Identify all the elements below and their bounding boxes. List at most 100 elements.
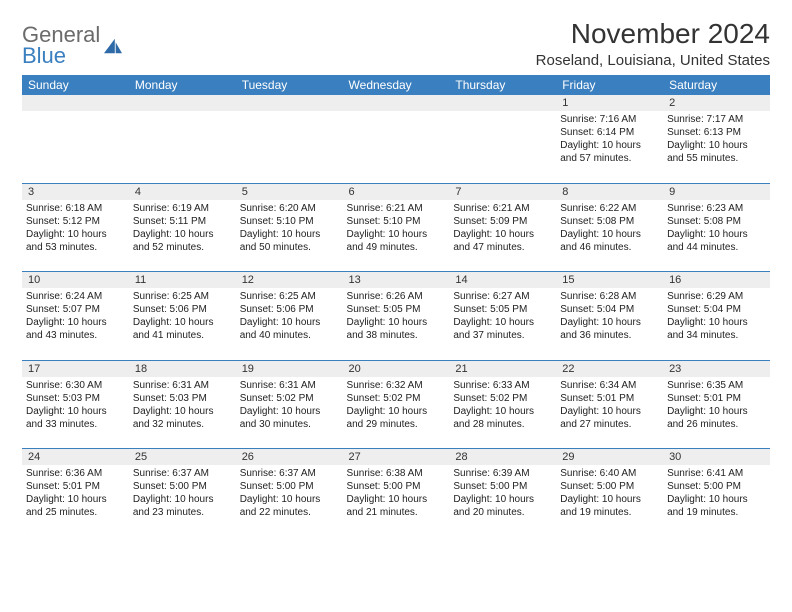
daylight-text: Daylight: 10 hours and 22 minutes. — [240, 493, 339, 519]
sunset-text: Sunset: 5:10 PM — [347, 215, 446, 228]
day-cell: 4Sunrise: 6:19 AMSunset: 5:11 PMDaylight… — [129, 184, 236, 272]
day-cell: 6Sunrise: 6:21 AMSunset: 5:10 PMDaylight… — [343, 184, 450, 272]
day-number — [236, 95, 343, 111]
sunset-text: Sunset: 5:09 PM — [453, 215, 552, 228]
day-cell: 9 Sunrise: 6:23 AMSunset: 5:08 PMDaylight… — [663, 184, 770, 272]
day-cell: 7Sunrise: 6:21 AMSunset: 5:09 PMDaylight… — [449, 184, 556, 272]
week-row: 17Sunrise: 6:30 AMSunset: 5:03 PMDayligh… — [22, 361, 770, 449]
day-cell: 21Sunrise: 6:33 AMSunset: 5:02 PMDayligh… — [449, 361, 556, 449]
calendar-page: General Blue November 2024 Roseland, Lou… — [0, 0, 792, 555]
dayname-sun: Sunday — [22, 75, 129, 95]
day-cell: 14Sunrise: 6:27 AMSunset: 5:05 PMDayligh… — [449, 272, 556, 360]
day-number — [129, 95, 236, 111]
day-number: 2 — [663, 95, 770, 111]
day-cell — [22, 95, 129, 183]
day-number: 4 — [129, 184, 236, 200]
sunrise-text: Sunrise: 6:26 AM — [347, 290, 446, 303]
day-number: 8 — [556, 184, 663, 200]
dayname-tue: Tuesday — [236, 75, 343, 95]
month-title: November 2024 — [536, 18, 770, 50]
sunset-text: Sunset: 5:06 PM — [240, 303, 339, 316]
day-number: 22 — [556, 361, 663, 377]
day-number: 1 — [556, 95, 663, 111]
sunrise-text: Sunrise: 6:21 AM — [347, 202, 446, 215]
dayname-row: Sunday Monday Tuesday Wednesday Thursday… — [22, 75, 770, 95]
dayname-thu: Thursday — [449, 75, 556, 95]
day-cell: 17Sunrise: 6:30 AMSunset: 5:03 PMDayligh… — [22, 361, 129, 449]
sunset-text: Sunset: 5:01 PM — [560, 392, 659, 405]
day-number: 11 — [129, 272, 236, 288]
daylight-text: Daylight: 10 hours and 23 minutes. — [133, 493, 232, 519]
sunrise-text: Sunrise: 6:36 AM — [26, 467, 125, 480]
day-number: 5 — [236, 184, 343, 200]
day-cell: 15Sunrise: 6:28 AMSunset: 5:04 PMDayligh… — [556, 272, 663, 360]
title-block: November 2024 Roseland, Louisiana, Unite… — [536, 18, 770, 69]
sunset-text: Sunset: 5:02 PM — [240, 392, 339, 405]
sail-icon — [102, 37, 124, 55]
day-number: 13 — [343, 272, 450, 288]
sunset-text: Sunset: 5:03 PM — [26, 392, 125, 405]
sunset-text: Sunset: 5:04 PM — [560, 303, 659, 316]
day-cell: 11Sunrise: 6:25 AMSunset: 5:06 PMDayligh… — [129, 272, 236, 360]
sunset-text: Sunset: 5:01 PM — [26, 480, 125, 493]
day-cell: 27Sunrise: 6:38 AMSunset: 5:00 PMDayligh… — [343, 449, 450, 537]
daylight-text: Daylight: 10 hours and 30 minutes. — [240, 405, 339, 431]
sunset-text: Sunset: 6:13 PM — [667, 126, 766, 139]
day-cell: 29Sunrise: 6:40 AMSunset: 5:00 PMDayligh… — [556, 449, 663, 537]
sunset-text: Sunset: 5:02 PM — [453, 392, 552, 405]
sunset-text: Sunset: 5:00 PM — [560, 480, 659, 493]
sunrise-text: Sunrise: 6:22 AM — [560, 202, 659, 215]
sunrise-text: Sunrise: 6:27 AM — [453, 290, 552, 303]
day-cell: 23Sunrise: 6:35 AMSunset: 5:01 PMDayligh… — [663, 361, 770, 449]
sunset-text: Sunset: 5:02 PM — [347, 392, 446, 405]
sunset-text: Sunset: 6:14 PM — [560, 126, 659, 139]
sunrise-text: Sunrise: 6:28 AM — [560, 290, 659, 303]
week-row: 24Sunrise: 6:36 AMSunset: 5:01 PMDayligh… — [22, 449, 770, 537]
day-cell: 8Sunrise: 6:22 AMSunset: 5:08 PMDaylight… — [556, 184, 663, 272]
week-row: 1Sunrise: 7:16 AMSunset: 6:14 PMDaylight… — [22, 95, 770, 183]
sunrise-text: Sunrise: 6:41 AM — [667, 467, 766, 480]
daylight-text: Daylight: 10 hours and 53 minutes. — [26, 228, 125, 254]
sunrise-text: Sunrise: 6:23 AM — [667, 202, 766, 215]
day-number: 15 — [556, 272, 663, 288]
daylight-text: Daylight: 10 hours and 40 minutes. — [240, 316, 339, 342]
day-number: 16 — [663, 272, 770, 288]
sunrise-text: Sunrise: 7:17 AM — [667, 113, 766, 126]
sunrise-text: Sunrise: 6:24 AM — [26, 290, 125, 303]
sunset-text: Sunset: 5:05 PM — [453, 303, 552, 316]
day-number: 9 — [663, 184, 770, 200]
sunset-text: Sunset: 5:12 PM — [26, 215, 125, 228]
brand-logo: General Blue — [22, 18, 124, 67]
day-cell: 5Sunrise: 6:20 AMSunset: 5:10 PMDaylight… — [236, 184, 343, 272]
day-cell — [129, 95, 236, 183]
day-number: 17 — [22, 361, 129, 377]
sunrise-text: Sunrise: 6:37 AM — [240, 467, 339, 480]
day-cell — [449, 95, 556, 183]
sunset-text: Sunset: 5:10 PM — [240, 215, 339, 228]
day-cell: 19Sunrise: 6:31 AMSunset: 5:02 PMDayligh… — [236, 361, 343, 449]
daylight-text: Daylight: 10 hours and 44 minutes. — [667, 228, 766, 254]
sunrise-text: Sunrise: 6:35 AM — [667, 379, 766, 392]
day-cell: 20Sunrise: 6:32 AMSunset: 5:02 PMDayligh… — [343, 361, 450, 449]
daylight-text: Daylight: 10 hours and 49 minutes. — [347, 228, 446, 254]
daylight-text: Daylight: 10 hours and 29 minutes. — [347, 405, 446, 431]
day-cell: 28Sunrise: 6:39 AMSunset: 5:00 PMDayligh… — [449, 449, 556, 537]
sunrise-text: Sunrise: 6:19 AM — [133, 202, 232, 215]
week-row: 3Sunrise: 6:18 AMSunset: 5:12 PMDaylight… — [22, 184, 770, 272]
sunrise-text: Sunrise: 6:18 AM — [26, 202, 125, 215]
daylight-text: Daylight: 10 hours and 34 minutes. — [667, 316, 766, 342]
day-number — [343, 95, 450, 111]
sunset-text: Sunset: 5:06 PM — [133, 303, 232, 316]
day-number — [22, 95, 129, 111]
dayname-sat: Saturday — [663, 75, 770, 95]
day-cell: 3Sunrise: 6:18 AMSunset: 5:12 PMDaylight… — [22, 184, 129, 272]
sunset-text: Sunset: 5:08 PM — [667, 215, 766, 228]
day-cell: 10Sunrise: 6:24 AMSunset: 5:07 PMDayligh… — [22, 272, 129, 360]
daylight-text: Daylight: 10 hours and 57 minutes. — [560, 139, 659, 165]
week-row: 10Sunrise: 6:24 AMSunset: 5:07 PMDayligh… — [22, 272, 770, 360]
sunrise-text: Sunrise: 6:34 AM — [560, 379, 659, 392]
location-text: Roseland, Louisiana, United States — [536, 52, 770, 69]
daylight-text: Daylight: 10 hours and 21 minutes. — [347, 493, 446, 519]
sunrise-text: Sunrise: 6:37 AM — [133, 467, 232, 480]
day-number: 29 — [556, 449, 663, 465]
